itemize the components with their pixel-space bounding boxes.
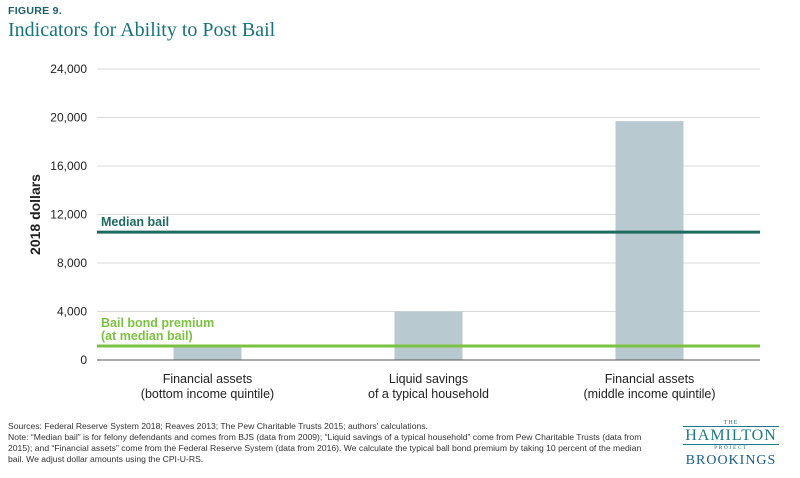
y-tick-label: 24,000 [50, 62, 87, 76]
bar [394, 311, 463, 360]
hamilton-brookings-logo: THE HAMILTON PROJECT BROOKINGS [666, 420, 796, 469]
figure-label: FIGURE 9. [8, 5, 63, 17]
bar [615, 121, 684, 360]
x-tick-label: Financial assets (bottom income quintile) [141, 372, 274, 401]
bar-chart: 0 4,000 8,000 12,000 16,000 20,000 24,000 2018 … [27, 62, 760, 401]
note-text: Note: “Median bail” is for felony defend… [8, 432, 642, 464]
reference-line-label: Bail bond premium (at median bail) [101, 316, 214, 343]
y-tick-label: 12,000 [50, 208, 87, 222]
chart-title: Indicators for Ability to Post Bail [8, 19, 276, 41]
y-tick-label: 16,000 [50, 159, 87, 173]
chart-notes: Sources: Federal Reserve System 2018; Re… [8, 421, 648, 465]
bar [173, 346, 242, 360]
y-tick-label: 20,000 [50, 111, 87, 125]
reference-line-label: Median bail [101, 215, 169, 229]
logo-brookings: BROOKINGS [685, 453, 777, 468]
y-axis-label: 2018 dollars [27, 174, 43, 255]
x-tick-label: Financial assets (middle income quintile) [583, 372, 715, 401]
y-tick-label: 0 [80, 353, 87, 367]
logo-project: PROJECT [714, 445, 748, 451]
sources-text: Sources: Federal Reserve System 2018; Re… [8, 421, 428, 431]
logo-the: THE [723, 420, 739, 426]
logo-hamilton: HAMILTON [683, 426, 779, 445]
y-tick-label: 8,000 [57, 256, 87, 270]
y-tick-label: 4,000 [57, 305, 87, 319]
x-tick-label: Liquid savings of a typical household [368, 372, 489, 401]
